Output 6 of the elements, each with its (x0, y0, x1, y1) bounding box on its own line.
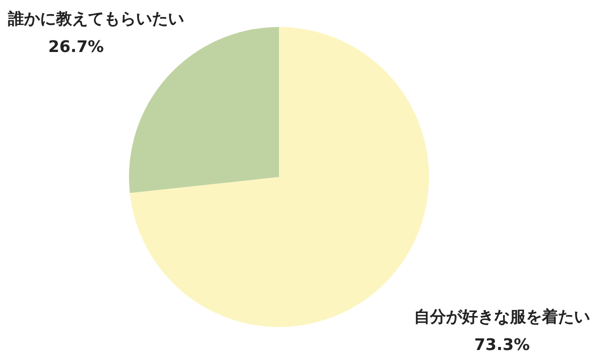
pie-slice (129, 27, 279, 193)
slice-label: 誰かに教えてもらいたい (7, 9, 184, 28)
data-label: 26.7% (48, 37, 104, 56)
data-label: 73.3% (474, 335, 530, 354)
pie-slice (130, 27, 429, 327)
slice-label: 自分が好きな服を着たい (414, 307, 590, 326)
